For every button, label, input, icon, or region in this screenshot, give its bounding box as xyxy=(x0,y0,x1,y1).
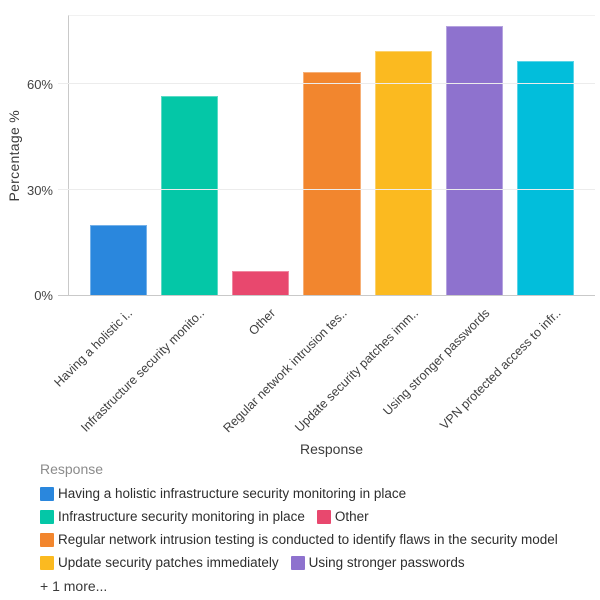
bar-4[interactable] xyxy=(303,71,361,295)
y-tick-label-60%: 60% xyxy=(26,77,53,93)
x-axis-title: Response xyxy=(299,441,364,457)
legend-more-label[interactable]: + 1 more... xyxy=(40,578,108,594)
x-tick-label-1: Having a holistic i.. xyxy=(51,306,136,390)
legend-item-4[interactable]: Regular network intrusion testing is con… xyxy=(40,532,558,547)
legend-item-label: Using stronger passwords xyxy=(308,555,465,570)
legend-item-label: Regular network intrusion testing is con… xyxy=(58,532,558,547)
legend-item-6[interactable]: Using stronger passwords xyxy=(290,555,465,570)
gridline-30% xyxy=(58,188,595,190)
x-axis-baseline-tick xyxy=(58,295,69,296)
legend-row: Having a holistic infrastructure securit… xyxy=(40,486,596,501)
legend-swatch-icon xyxy=(316,509,331,524)
legend-row: Update security patches immediately Using… xyxy=(40,555,596,570)
legend-item-label: Update security patches immediately xyxy=(58,555,279,570)
legend-item-3[interactable]: Other xyxy=(316,509,369,524)
legend-item-1[interactable]: Having a holistic infrastructure securit… xyxy=(40,486,406,501)
plot-area xyxy=(58,15,595,296)
bar-5[interactable] xyxy=(374,50,432,295)
bar-6[interactable] xyxy=(445,26,503,295)
y-axis-title: Percentage % xyxy=(6,15,22,296)
legend-row: Regular network intrusion testing is con… xyxy=(40,532,596,547)
legend-item-5[interactable]: Update security patches immediately xyxy=(40,555,279,570)
y-tick-label-30%: 30% xyxy=(26,182,53,198)
x-tick-label-3: Other xyxy=(246,306,279,339)
legend-item-label: Infrastructure security monitoring in pl… xyxy=(58,509,305,524)
legend-swatch-icon xyxy=(40,532,54,547)
bar-1[interactable] xyxy=(90,225,148,295)
legend-swatch-icon xyxy=(290,555,305,570)
legend: Response Having a holistic infrastructur… xyxy=(40,461,596,594)
bar-2[interactable] xyxy=(161,96,219,295)
y-tick-label-0%: 0% xyxy=(34,288,53,303)
x-tick-label-5: Update security patches imm.. xyxy=(291,306,421,435)
bar-3[interactable] xyxy=(232,270,290,295)
legend-row: Infrastructure security monitoring in pl… xyxy=(40,509,596,524)
legend-item-2[interactable]: Infrastructure security monitoring in pl… xyxy=(40,509,305,524)
legend-swatch-icon xyxy=(40,555,54,570)
bars-container xyxy=(69,16,595,295)
legend-swatch-icon xyxy=(40,509,54,524)
legend-swatch-icon xyxy=(40,486,54,501)
legend-item-label: Having a holistic infrastructure securit… xyxy=(58,486,407,501)
bar-7[interactable] xyxy=(516,61,574,295)
x-tick-label-2: Infrastructure security monito.. xyxy=(78,306,207,435)
gridline-60% xyxy=(58,83,595,85)
chart-area: Percentage % 0% 30% 60% Having a holistic … xyxy=(6,15,595,457)
legend-item-label: Other xyxy=(334,509,369,524)
legend-title: Response xyxy=(40,461,104,477)
x-tick-label-7: VPN protected access to infr.. xyxy=(436,306,564,433)
x-tick-label-4: Regular network intrusion tes.. xyxy=(220,306,350,436)
legend-rows: Having a holistic infrastructure securit… xyxy=(40,486,596,570)
